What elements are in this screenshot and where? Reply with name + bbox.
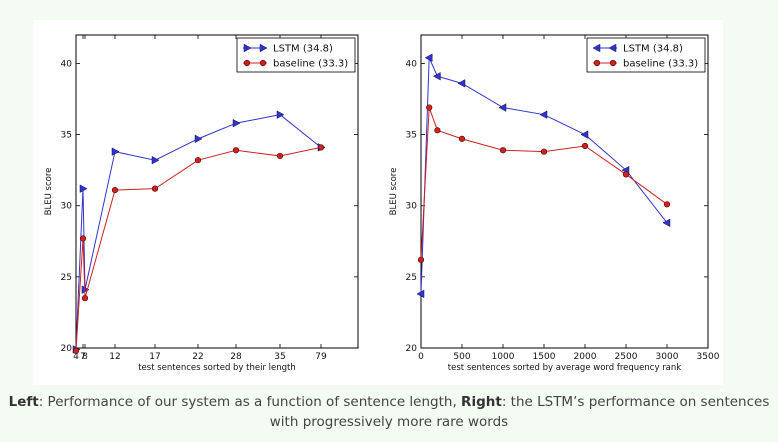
baseline-point [499,147,507,154]
lstm-point [81,285,90,294]
x-tick-label: 2000 [574,352,597,362]
caption-line-1: Left: Performance of our system as a fun… [0,392,778,412]
legend-marker [243,59,251,67]
x-tick-label: 0 [418,352,424,362]
baseline-point [232,147,240,154]
legend-label: baseline (33.3) [623,59,698,70]
legend-marker [259,43,268,53]
left-chart: 20 25 30 35 40 4 78 12 17 22 28 35 79 test sentences … [44,34,359,373]
x-tick-label: 17 [149,352,160,362]
baseline-point [458,135,466,142]
lstm-point [580,130,589,139]
lstm-point [498,103,507,112]
x-tick-label: 3000 [656,352,679,362]
lstm-point [662,218,671,228]
plot-frame [75,34,359,349]
lstm-point [232,118,241,128]
baseline-line [420,107,668,260]
x-tick-label: 500 [453,352,470,362]
legend-marker [593,59,601,67]
lstm-point [194,134,203,144]
lstm-point [79,184,88,193]
lstm-point [457,79,466,88]
x-tick-label: 79 [315,352,327,362]
caption-line-2: with progressively more rare words [269,414,509,430]
plot-frame [420,34,709,349]
legend-label: LSTM (34.8) [623,44,683,55]
lstm-point [111,147,120,156]
lstm-point [432,72,441,81]
legend-box [236,37,356,73]
baseline-line [75,146,322,351]
x-tick-label: 4 [73,352,79,362]
x-axis-label: test sentences sorted by their length [138,363,296,373]
baseline-point [276,152,284,160]
x-tick-label: 1500 [533,352,556,362]
x-tick-label: 3500 [697,352,720,362]
legend-marker [592,43,601,53]
legend-marker [608,43,617,53]
charts-svg: 20 25 30 35 40 4 78 12 17 22 28 35 79 test sentences … [44,34,720,373]
right-chart: 20 25 30 35 40 0 500 1000 1500 2000 2500 3000 3500 te… [389,34,720,373]
lstm-point [416,289,425,299]
y-axis-label: BLEU score [44,168,54,216]
baseline-point [540,148,548,155]
x-tick-label: 8 [82,352,88,362]
y-tick-label: 40 [406,59,418,69]
baseline-point [151,185,159,192]
baseline-point [622,171,630,178]
legend-marker [609,59,617,67]
baseline-point [663,201,671,208]
lstm-line [420,57,668,294]
caption-right-label: Right [461,394,502,410]
baseline-point [426,104,433,111]
caption-left-text: : Performance of our system as a functio… [38,394,462,410]
x-tick-label: 28 [230,352,242,362]
baseline-point [581,142,589,150]
legend-marker [259,59,267,67]
lstm-point [276,110,285,119]
lstm-point [151,155,160,165]
baseline-point [72,347,80,354]
y-tick-label: 30 [406,202,418,212]
x-tick-label: 22 [192,352,203,362]
x-tick-label: 7 [80,352,86,362]
caption-right-text: : the LSTM’s performance on sentences [501,394,770,410]
legend-box [586,37,706,73]
y-tick-label: 35 [61,131,72,141]
baseline-point [194,157,202,164]
baseline-point [317,144,325,151]
legend-label: LSTM (34.8) [273,44,333,55]
figure-panel: 20 25 30 35 40 4 7 8 12 17 22 28 35 79 test sentences … [33,20,723,385]
baseline-point [434,127,441,134]
x-tick-label: 2500 [615,352,638,362]
y-tick-label: 35 [406,131,417,141]
baseline-point [417,256,425,263]
baseline-point [81,295,89,302]
y-tick-label: 40 [61,59,73,69]
x-tick-label: 35 [274,352,285,362]
legend-label: baseline (33.3) [273,59,348,70]
lstm-point [539,110,548,119]
lstm-point [424,53,433,62]
x-tick-label: 12 [109,352,120,362]
baseline-point [79,235,87,242]
x-axis-label: test sentences sorted by average word fr… [448,363,681,373]
caption-left-label: Left [8,394,39,410]
y-axis-label: BLEU score [389,168,399,216]
y-tick-label: 30 [61,202,73,212]
legend-marker [243,43,252,53]
y-tick-label: 20 [406,344,418,354]
x-tick-label: 1000 [492,352,515,362]
y-tick-label: 25 [61,273,72,283]
figure-caption: Left: Performance of our system as a fun… [0,392,778,432]
baseline-point [111,186,119,194]
y-tick-label: 20 [61,344,73,354]
y-tick-label: 25 [406,273,417,283]
